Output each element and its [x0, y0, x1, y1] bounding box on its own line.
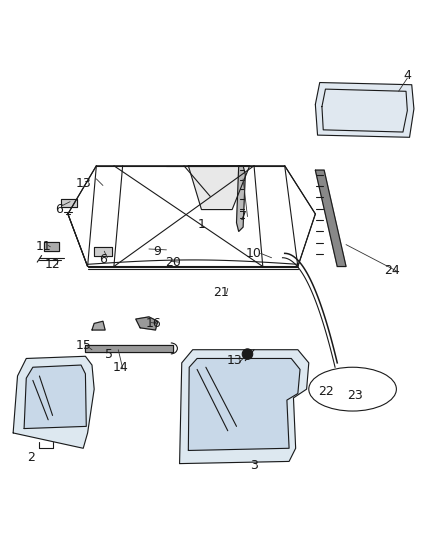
Text: 22: 22: [318, 385, 334, 398]
Circle shape: [242, 349, 253, 359]
Text: 10: 10: [246, 247, 262, 260]
Polygon shape: [136, 317, 158, 330]
Text: 15: 15: [75, 339, 91, 352]
Polygon shape: [68, 166, 315, 266]
Text: 1: 1: [198, 219, 205, 231]
Polygon shape: [94, 247, 112, 255]
Text: 11: 11: [36, 240, 52, 253]
Text: 6: 6: [55, 203, 63, 216]
Polygon shape: [44, 243, 59, 251]
Text: 24: 24: [384, 264, 400, 277]
Text: 6: 6: [99, 253, 107, 266]
Text: 7: 7: [239, 209, 247, 223]
Polygon shape: [92, 321, 105, 330]
Text: 12: 12: [45, 258, 60, 271]
Polygon shape: [237, 166, 245, 231]
Text: 2: 2: [27, 450, 35, 464]
Polygon shape: [24, 365, 86, 429]
Polygon shape: [85, 345, 173, 352]
Text: 14: 14: [113, 361, 128, 374]
Ellipse shape: [309, 367, 396, 411]
Text: 13: 13: [75, 177, 91, 190]
Text: 16: 16: [145, 317, 161, 330]
Text: 9: 9: [154, 245, 162, 257]
Polygon shape: [188, 359, 300, 450]
Polygon shape: [335, 383, 366, 391]
Text: 5: 5: [106, 348, 113, 361]
Text: 21: 21: [213, 286, 229, 300]
Polygon shape: [188, 166, 250, 209]
Text: 13: 13: [226, 354, 242, 367]
Polygon shape: [315, 83, 414, 138]
Polygon shape: [180, 350, 309, 464]
Text: 23: 23: [347, 389, 363, 402]
Polygon shape: [61, 199, 77, 207]
Text: 4: 4: [403, 69, 411, 83]
Text: 3: 3: [250, 459, 258, 472]
Text: 20: 20: [165, 256, 181, 269]
Polygon shape: [315, 170, 346, 266]
Polygon shape: [13, 356, 94, 448]
